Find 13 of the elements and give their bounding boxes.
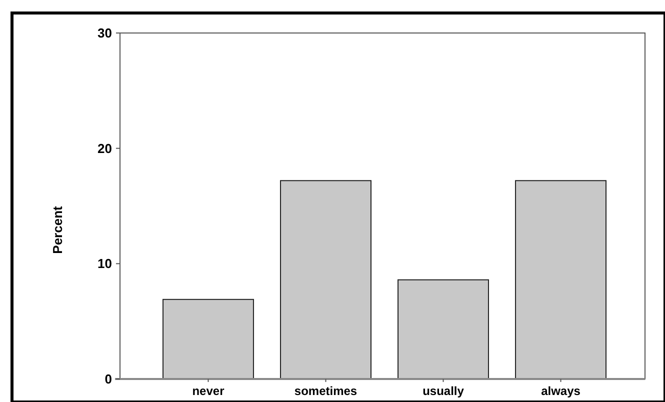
y-tick-label: 10 (98, 256, 112, 272)
bar (162, 298, 254, 380)
x-tick-label: always (541, 384, 581, 398)
y-axis-title: Percent (50, 205, 65, 254)
x-tick-label: sometimes (294, 384, 358, 398)
bar (280, 180, 372, 380)
x-tick-label: never (192, 384, 225, 398)
bar (398, 279, 489, 380)
y-tick-label: 20 (98, 140, 112, 156)
y-tick-label: 0 (104, 372, 112, 387)
x-tick-label: usually (422, 384, 464, 398)
y-tick-label: 30 (98, 26, 112, 41)
bar (515, 180, 606, 380)
